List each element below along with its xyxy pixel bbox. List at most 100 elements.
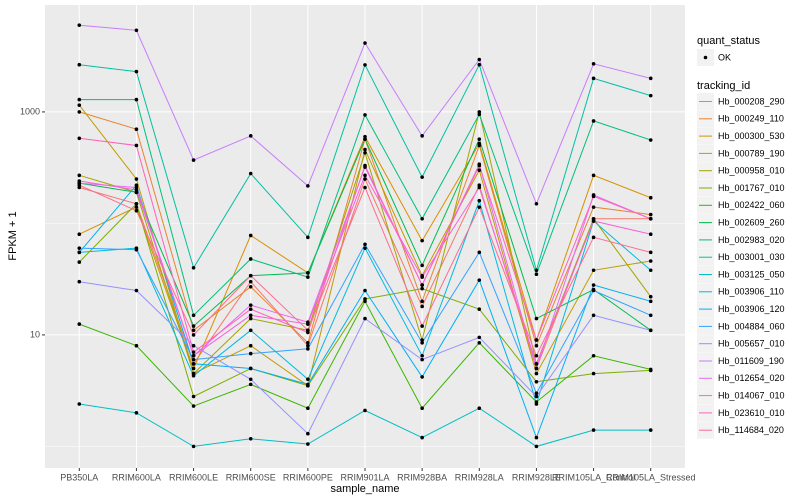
status-legend-label: OK xyxy=(718,52,731,62)
legend-label: Hb_002422_060 xyxy=(718,200,785,210)
data-point xyxy=(534,402,539,406)
x-tick-label: RRIM928LA xyxy=(455,472,504,482)
data-point xyxy=(134,127,139,131)
data-point xyxy=(248,377,253,382)
data-point xyxy=(363,137,367,141)
x-tick-label: RRIM105LA_Stressed xyxy=(606,472,696,482)
data-point xyxy=(648,313,653,318)
data-point xyxy=(248,273,253,278)
data-point xyxy=(306,322,310,326)
data-point xyxy=(191,324,196,328)
data-point xyxy=(191,444,196,449)
data-point xyxy=(134,247,139,252)
data-point xyxy=(534,362,539,366)
data-point xyxy=(306,328,310,333)
data-point xyxy=(363,185,367,190)
data-point xyxy=(591,205,596,209)
data-point xyxy=(591,62,596,66)
data-point xyxy=(648,367,653,372)
data-point xyxy=(591,194,596,199)
x-tick-label: RRIM600LE xyxy=(169,472,218,482)
data-point xyxy=(363,147,367,152)
data-point xyxy=(191,343,196,348)
data-point xyxy=(420,283,424,287)
data-point xyxy=(363,177,367,181)
data-point xyxy=(306,343,310,348)
data-point xyxy=(77,97,82,102)
data-point xyxy=(477,110,482,114)
data-point xyxy=(248,366,253,371)
data-point xyxy=(363,299,367,304)
data-point xyxy=(420,375,424,379)
data-point xyxy=(306,377,310,382)
data-point xyxy=(363,113,367,117)
data-point xyxy=(591,371,596,376)
data-point xyxy=(306,271,310,275)
data-point xyxy=(134,208,139,213)
data-point xyxy=(134,201,139,206)
data-point xyxy=(648,259,653,263)
data-point xyxy=(420,263,424,268)
data-point xyxy=(363,316,367,321)
data-point xyxy=(648,195,653,200)
data-point xyxy=(420,175,424,179)
data-point xyxy=(363,150,367,155)
data-point xyxy=(134,97,139,102)
data-point xyxy=(591,268,596,273)
legend-label: Hb_023610_010 xyxy=(718,408,785,418)
data-point xyxy=(134,28,139,33)
legend-label: Hb_003001_030 xyxy=(718,252,785,262)
data-point xyxy=(420,299,424,304)
data-point xyxy=(534,391,539,395)
data-point xyxy=(648,428,653,432)
data-point xyxy=(306,406,310,411)
legend-label: Hb_114684_020 xyxy=(718,425,784,435)
data-point xyxy=(191,265,196,270)
x-tick-label: RRIM600LA xyxy=(112,472,161,482)
data-point xyxy=(420,338,424,342)
data-point xyxy=(77,260,82,264)
data-point xyxy=(534,379,539,384)
data-point xyxy=(134,177,139,181)
legend-label: Hb_005657_010 xyxy=(718,339,785,349)
data-point xyxy=(534,444,539,449)
data-point xyxy=(477,168,482,173)
data-point xyxy=(534,394,539,399)
data-point xyxy=(363,134,367,139)
data-point xyxy=(477,112,482,117)
data-point xyxy=(191,328,196,333)
data-point xyxy=(648,268,653,273)
data-point xyxy=(77,179,82,183)
data-point xyxy=(77,250,82,255)
y-axis-title: FPKM + 1 xyxy=(7,211,19,260)
data-point xyxy=(591,283,596,287)
data-point xyxy=(77,103,82,107)
data-point xyxy=(420,435,424,440)
data-point xyxy=(477,205,482,209)
data-point xyxy=(534,338,539,342)
data-point xyxy=(134,288,139,293)
data-point xyxy=(420,353,424,358)
data-point xyxy=(648,216,653,221)
data-point xyxy=(534,201,539,206)
data-point xyxy=(477,340,482,345)
data-point xyxy=(191,333,196,337)
data-point xyxy=(534,353,539,358)
legend-point xyxy=(703,55,708,60)
data-point xyxy=(363,173,367,178)
x-tick-label: RRIM928LE xyxy=(512,472,561,482)
data-point xyxy=(248,285,253,289)
data-point xyxy=(248,307,253,312)
status-legend-title: quant_status xyxy=(697,35,760,47)
data-point xyxy=(134,143,139,148)
data-point xyxy=(363,163,367,168)
data-point xyxy=(420,275,424,279)
legend-label: Hb_011609_190 xyxy=(718,356,784,366)
data-point xyxy=(420,216,424,221)
data-point xyxy=(534,268,539,273)
data-point xyxy=(248,257,253,261)
data-point xyxy=(134,69,139,74)
data-point xyxy=(191,362,196,366)
data-point xyxy=(306,235,310,240)
legend-label: Hb_014067_010 xyxy=(718,390,785,400)
